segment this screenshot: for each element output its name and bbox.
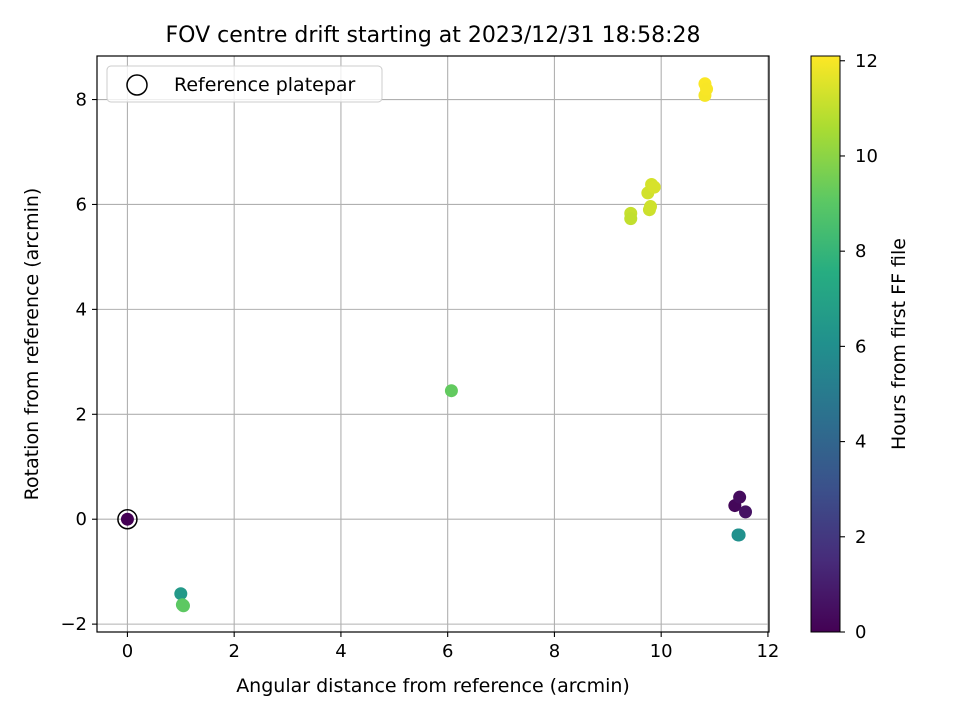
colorbar-tick-label: 8	[855, 241, 866, 262]
x-tick-label: 2	[228, 641, 239, 662]
reference-platepar-marker	[117, 508, 138, 530]
x-tick-label: 4	[335, 641, 346, 662]
legend-marker	[126, 74, 148, 96]
y-tick-label: −2	[60, 614, 87, 635]
data-point	[624, 212, 638, 226]
colorbar-tick-label: 4	[855, 432, 866, 453]
data-point	[176, 599, 190, 613]
y-tick-label: 4	[76, 299, 87, 320]
y-axis-label: Rotation from reference (arcmin)	[21, 188, 43, 501]
colorbar-tick-label: 6	[855, 336, 866, 357]
data-point	[120, 512, 134, 526]
data-point	[732, 528, 746, 542]
x-axis-ticks: 0 2 4 6 8 10 12	[122, 632, 779, 662]
x-tick-label: 0	[122, 641, 133, 662]
y-tick-label: 2	[76, 404, 87, 425]
legend-entry: Reference platepar	[174, 74, 356, 96]
legend: Reference platepar	[106, 65, 383, 103]
colorbar-label: Hours from first FF file	[888, 238, 910, 450]
legend-box	[106, 65, 383, 103]
data-point	[733, 490, 747, 504]
x-axis-label: Angular distance from reference (arcmin)	[236, 675, 630, 697]
colorbar-ticks: 0 2 4 6 8 10 12	[840, 51, 878, 643]
colorbar-tick-label: 12	[855, 51, 878, 72]
y-tick-label: 6	[76, 194, 87, 215]
y-axis-ticks: −2 0 2 4 6 8	[60, 90, 97, 635]
data-point	[739, 505, 753, 519]
colorbar-tick-label: 10	[855, 146, 878, 167]
colorbar-tick-label: 0	[855, 622, 866, 643]
grid-lines	[97, 56, 769, 632]
reference-marker	[117, 508, 138, 530]
colorbar	[810, 55, 841, 633]
x-tick-label: 8	[549, 641, 560, 662]
scatter-points	[120, 77, 753, 613]
y-tick-label: 0	[76, 509, 87, 530]
plot-frame	[96, 55, 770, 633]
data-point	[174, 587, 188, 601]
data-point	[647, 180, 661, 194]
x-tick-label: 10	[650, 641, 673, 662]
y-tick-label: 8	[76, 90, 87, 111]
data-point	[700, 82, 714, 96]
data-point	[644, 200, 658, 214]
colorbar-tick-label: 2	[855, 527, 866, 548]
x-tick-label: 12	[756, 641, 779, 662]
chart-title: FOV centre drift starting at 2023/12/31 …	[166, 23, 701, 48]
x-tick-label: 6	[442, 641, 453, 662]
data-point	[444, 384, 458, 398]
